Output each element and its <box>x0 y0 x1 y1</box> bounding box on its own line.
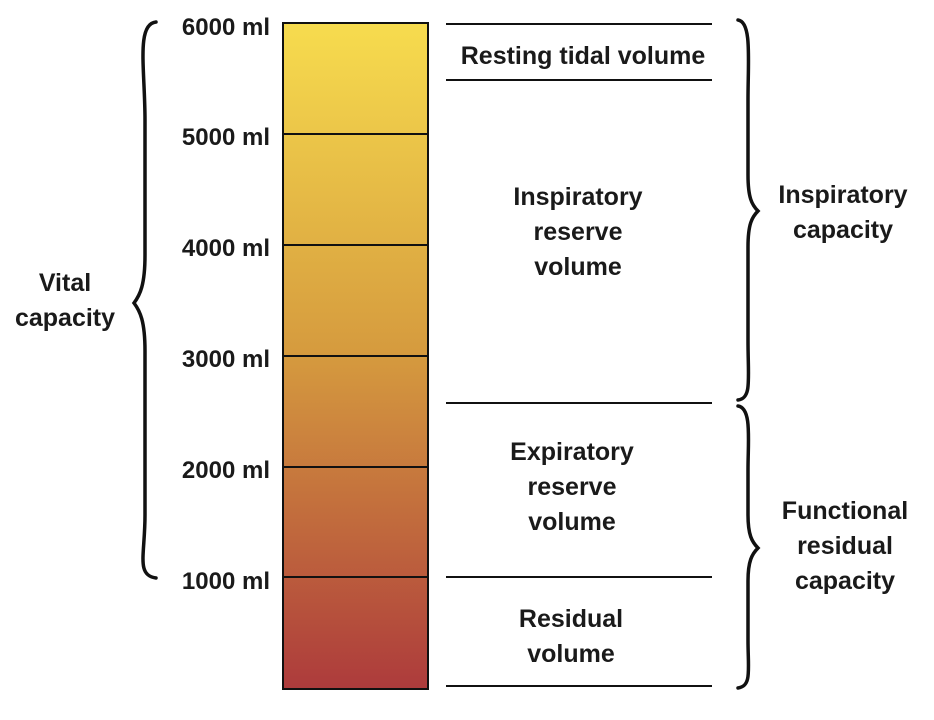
frc-line-2: residual <box>797 532 893 560</box>
vital-capacity-brace <box>131 20 158 580</box>
scale-label-4000: 4000 ml <box>182 235 270 262</box>
scale-label-6000: 6000 ml <box>182 14 270 41</box>
functional-residual-capacity-label: Functional residual capacity <box>782 497 908 595</box>
irv-line-3: volume <box>534 253 622 281</box>
scale-label-1000: 1000 ml <box>182 568 270 595</box>
erv-line-3: volume <box>528 508 616 536</box>
expiratory-reserve-volume-label: Expiratory reserve volume <box>510 438 634 536</box>
irv-line-2: reserve <box>534 218 623 246</box>
frc-line-1: Functional <box>782 497 908 525</box>
inspiratory-capacity-line-2: capacity <box>793 216 893 244</box>
volume-boundaries <box>446 23 712 687</box>
vital-capacity-line-2: capacity <box>15 304 115 332</box>
rv-line-2: volume <box>527 640 615 668</box>
erv-line-1: Expiratory <box>510 438 634 466</box>
inspiratory-capacity-line-1: Inspiratory <box>778 181 907 209</box>
inspiratory-capacity-label: Inspiratory capacity <box>778 181 907 244</box>
inspiratory-reserve-volume-label: Inspiratory reserve volume <box>513 183 642 281</box>
vital-capacity-label: Vital capacity <box>15 269 115 332</box>
scale-label-5000: 5000 ml <box>182 124 270 151</box>
residual-volume-label: Residual volume <box>519 605 623 668</box>
inspiratory-capacity-brace <box>736 18 761 402</box>
irv-line-1: Inspiratory <box>513 183 642 211</box>
functional-residual-capacity-brace <box>736 404 761 690</box>
resting-tidal-volume-label: Resting tidal volume <box>461 42 706 70</box>
scale-label-3000: 3000 ml <box>182 346 270 373</box>
scale-label-2000: 2000 ml <box>182 457 270 484</box>
frc-line-3: capacity <box>795 567 895 595</box>
rv-line-1: Residual <box>519 605 623 633</box>
volume-column <box>282 22 429 690</box>
vital-capacity-line-1: Vital <box>39 269 91 297</box>
erv-line-2: reserve <box>528 473 617 501</box>
volume-scale: 6000 ml 5000 ml 4000 ml 3000 ml 2000 ml … <box>182 14 270 595</box>
